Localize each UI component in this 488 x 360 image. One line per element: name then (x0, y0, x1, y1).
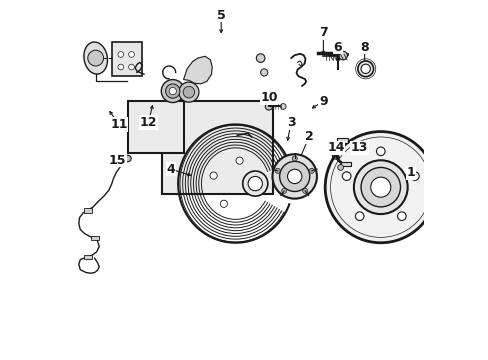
Circle shape (124, 155, 131, 162)
Text: 9: 9 (319, 95, 327, 108)
Circle shape (165, 84, 180, 98)
Circle shape (260, 69, 267, 76)
Circle shape (220, 200, 227, 207)
Circle shape (410, 172, 418, 180)
Text: 14: 14 (326, 141, 344, 154)
Circle shape (242, 171, 267, 196)
Bar (128, 101, 183, 153)
Circle shape (376, 147, 384, 156)
Bar (162, 101, 273, 194)
Circle shape (325, 132, 435, 243)
Circle shape (308, 168, 314, 174)
Circle shape (236, 157, 243, 164)
Circle shape (338, 51, 346, 60)
Circle shape (337, 165, 343, 170)
Circle shape (128, 64, 134, 70)
Text: 11: 11 (110, 118, 127, 131)
Circle shape (169, 87, 176, 95)
Circle shape (342, 172, 350, 180)
Circle shape (183, 86, 194, 98)
Circle shape (118, 51, 123, 57)
Text: 8: 8 (360, 41, 368, 54)
Circle shape (292, 156, 297, 161)
Ellipse shape (83, 42, 107, 74)
Circle shape (265, 103, 272, 110)
Text: 2: 2 (304, 130, 313, 144)
Text: 10: 10 (260, 91, 277, 104)
Circle shape (280, 104, 285, 109)
Circle shape (360, 167, 400, 207)
Circle shape (275, 168, 280, 174)
Circle shape (179, 82, 199, 102)
Circle shape (355, 212, 363, 220)
Circle shape (118, 64, 123, 70)
Circle shape (302, 188, 307, 193)
Text: 12: 12 (140, 116, 157, 129)
Text: 6: 6 (333, 41, 341, 54)
Bar (91, 236, 99, 240)
Bar (83, 255, 92, 259)
Text: 4: 4 (166, 163, 175, 176)
Text: 3: 3 (286, 116, 295, 129)
Circle shape (357, 61, 373, 77)
Circle shape (279, 161, 309, 192)
Circle shape (370, 177, 390, 197)
Text: 7: 7 (318, 27, 327, 40)
Circle shape (247, 176, 262, 191)
Bar (83, 208, 92, 213)
Circle shape (161, 80, 184, 103)
Circle shape (281, 188, 286, 193)
Circle shape (287, 169, 301, 184)
Text: 13: 13 (350, 141, 367, 154)
Bar (112, 42, 142, 76)
Polygon shape (183, 56, 212, 84)
Bar (336, 138, 348, 143)
Text: 1: 1 (406, 166, 415, 179)
Circle shape (397, 212, 406, 220)
Circle shape (360, 64, 369, 73)
Circle shape (256, 54, 264, 62)
Text: 15: 15 (108, 154, 126, 167)
Bar (340, 162, 350, 166)
Circle shape (353, 160, 407, 214)
Circle shape (272, 154, 316, 199)
Circle shape (128, 51, 134, 57)
Circle shape (210, 172, 217, 179)
Circle shape (88, 50, 103, 66)
Text: 5: 5 (216, 9, 225, 22)
